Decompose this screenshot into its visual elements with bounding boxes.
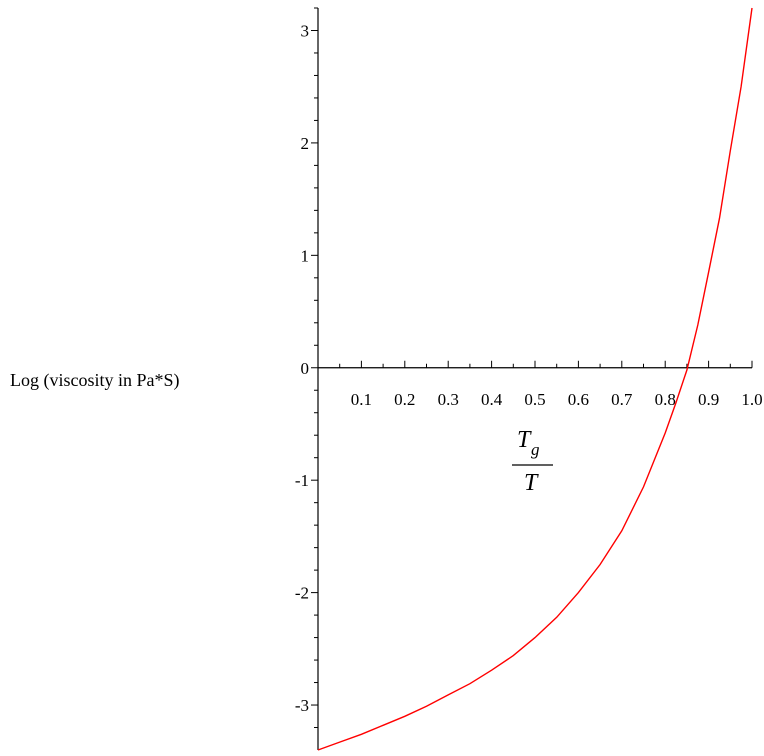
y-axis-label: Log (viscosity in Pa*S) <box>10 370 180 391</box>
y-tick-label: 0 <box>301 359 310 378</box>
x-tick-label: 0.4 <box>481 390 503 409</box>
y-tick-label: 1 <box>301 246 310 265</box>
x-ticks: 0.1 0.2 0.3 0.4 0.5 0.6 0.7 0.8 0.9 1.0 <box>339 360 763 409</box>
x-tick-label: 0.1 <box>351 390 372 409</box>
x-label-denominator: T <box>524 470 539 496</box>
y-ticks: -3 -2 -1 0 1 2 3 <box>295 7 318 729</box>
x-tick-label: 0.9 <box>698 390 719 409</box>
x-tick-label: 0.6 <box>568 390 589 409</box>
y-tick-label: 3 <box>301 21 310 40</box>
x-tick-label: 1.0 <box>741 390 762 409</box>
y-tick-label: -1 <box>295 471 309 490</box>
x-label-numerator-subscript: g <box>531 440 540 459</box>
x-axis-label: T g T <box>512 427 553 496</box>
x-tick-label: 0.2 <box>394 390 415 409</box>
x-tick-label: 0.5 <box>524 390 545 409</box>
y-tick-label: -2 <box>295 584 309 603</box>
x-label-numerator: T <box>517 427 532 453</box>
series-line-1 <box>317 7 753 751</box>
x-tick-label: 0.3 <box>438 390 459 409</box>
x-tick-label: 0.7 <box>611 390 633 409</box>
axes <box>317 8 752 750</box>
x-tick-label: 0.8 <box>655 390 676 409</box>
series-layer <box>317 7 753 751</box>
y-tick-label: 2 <box>301 134 310 153</box>
y-tick-label: -3 <box>295 696 309 715</box>
